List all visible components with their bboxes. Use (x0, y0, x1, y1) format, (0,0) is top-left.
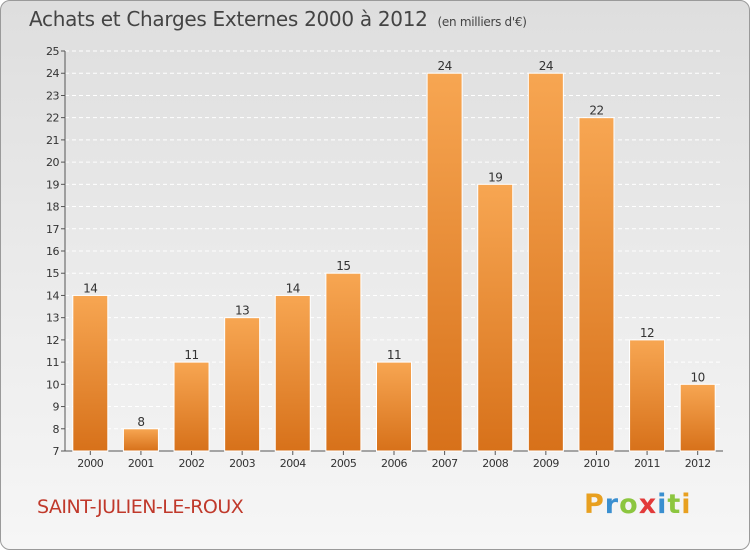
y-tick-label: 14 (46, 289, 59, 302)
y-tick-label: 15 (46, 267, 59, 280)
x-tick-label: 2003 (229, 457, 255, 470)
proxiti-logo: Proxiti (584, 489, 692, 520)
y-tick-label: 9 (53, 401, 60, 414)
data-label: 10 (691, 370, 705, 384)
data-label: 14 (286, 281, 300, 295)
bar (426, 72, 463, 452)
bar (376, 361, 412, 452)
data-label: 8 (137, 415, 144, 429)
unit-note: (en milliers d'€) (437, 15, 527, 29)
y-tick-label: 18 (46, 201, 59, 214)
logo-letter: o (619, 489, 639, 520)
x-tick-label: 2004 (280, 457, 306, 470)
y-tick-label: 16 (46, 245, 59, 258)
x-tick-label: 2012 (685, 457, 711, 470)
x-tick-label: 2011 (634, 457, 660, 470)
logo-letter: i (681, 489, 692, 520)
data-label: 15 (336, 259, 350, 273)
y-tick-label: 12 (46, 334, 59, 347)
data-label: 11 (387, 348, 401, 362)
logo-letter: r (604, 489, 620, 520)
x-tick-label: 2010 (583, 457, 609, 470)
y-tick-label: 23 (46, 89, 59, 102)
bar (325, 272, 362, 452)
bar (679, 383, 716, 452)
y-tick-label: 20 (46, 156, 59, 169)
x-tick-label: 2005 (330, 457, 356, 470)
x-tick-label: 2000 (77, 457, 103, 470)
y-tick-label: 8 (53, 423, 60, 436)
bar (224, 317, 261, 452)
y-tick-label: 7 (53, 445, 60, 458)
logo-letter: P (584, 489, 605, 520)
bar (477, 183, 514, 452)
logo-letter: x (638, 489, 658, 520)
commune-name: SAINT-JULIEN-LE-ROUX (37, 496, 244, 518)
data-label: 22 (589, 104, 603, 118)
y-tick-label: 24 (46, 67, 59, 80)
y-tick-label: 10 (46, 378, 59, 391)
bar (578, 117, 615, 452)
x-tick-label: 2007 (432, 457, 458, 470)
logo-letter: i (657, 489, 668, 520)
chart-title: Achats et Charges Externes 2000 à 2012 (e… (29, 7, 527, 31)
data-label: 24 (539, 59, 553, 73)
y-tick-label: 17 (46, 223, 59, 236)
x-tick-label: 2008 (482, 457, 508, 470)
data-label: 14 (83, 281, 97, 295)
x-tick-label: 2001 (128, 457, 154, 470)
data-label: 12 (640, 326, 654, 340)
y-tick-label: 25 (46, 45, 59, 58)
data-label: 13 (235, 304, 249, 318)
y-tick-label: 19 (46, 178, 59, 191)
bar (629, 339, 666, 452)
bar (122, 428, 159, 452)
y-tick-label: 13 (46, 312, 59, 325)
title-text: Achats et Charges Externes 2000 à 2012 (29, 7, 428, 31)
data-label: 24 (437, 59, 451, 73)
y-tick-label: 11 (46, 356, 59, 369)
bar (173, 361, 210, 452)
bar (274, 294, 311, 452)
logo-letter: t (667, 489, 682, 520)
data-label: 11 (184, 348, 198, 362)
x-tick-label: 2002 (179, 457, 205, 470)
data-label: 19 (488, 170, 502, 184)
bar (527, 72, 564, 452)
x-tick-label: 2009 (533, 457, 559, 470)
y-tick-label: 22 (46, 112, 59, 125)
x-tick-label: 2006 (381, 457, 407, 470)
y-tick-label: 21 (46, 134, 59, 147)
bar (72, 294, 109, 452)
